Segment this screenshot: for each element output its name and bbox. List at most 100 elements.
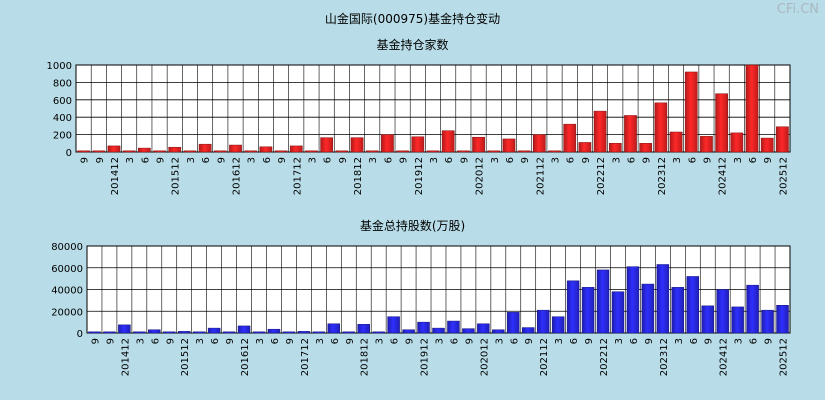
- bar: [138, 147, 151, 153]
- x-tick-label: 202012: [475, 157, 486, 195]
- x-tick-label: 3: [247, 157, 258, 163]
- x-tick-label: 3: [435, 338, 446, 344]
- watermark-logo: CFi.CN: [776, 2, 819, 17]
- x-tick-label: 202412: [718, 157, 729, 195]
- bar: [213, 150, 227, 153]
- bar: [168, 146, 182, 153]
- bar: [492, 329, 505, 334]
- bar: [381, 134, 394, 153]
- x-tick-label: 6: [330, 338, 341, 344]
- x-tick-label: 202012: [479, 338, 490, 376]
- bar: [417, 321, 430, 334]
- bar: [447, 320, 460, 334]
- bar: [335, 150, 349, 153]
- x-tick-label: 3: [674, 338, 685, 344]
- x-tick-label: 202112: [539, 338, 550, 376]
- x-tick-label: 3: [733, 157, 744, 163]
- x-tick-label: 202412: [719, 338, 730, 376]
- y-tick-label: 400: [53, 113, 72, 124]
- x-tick-label: 9: [642, 157, 653, 163]
- bar: [457, 150, 470, 153]
- bar: [163, 331, 176, 334]
- bar: [502, 138, 516, 153]
- x-tick-label: 201512: [171, 157, 182, 195]
- bar: [472, 136, 485, 153]
- bar: [411, 136, 425, 153]
- bar: [551, 316, 565, 334]
- x-tick-label: 3: [375, 338, 386, 344]
- bar: [267, 328, 281, 334]
- bar: [507, 312, 520, 334]
- bar: [103, 331, 116, 334]
- bar: [77, 150, 90, 153]
- x-tick-label: 6: [749, 338, 760, 344]
- x-tick-label: 9: [165, 338, 176, 344]
- bar: [686, 276, 700, 334]
- bar: [671, 287, 685, 334]
- bar: [517, 150, 531, 153]
- x-tick-label: 3: [315, 338, 326, 344]
- bar: [641, 283, 655, 334]
- bar: [198, 143, 212, 153]
- x-tick-label: 6: [210, 338, 221, 344]
- x-tick-label: 6: [509, 338, 520, 344]
- bar: [244, 150, 258, 153]
- x-tick-label: 9: [345, 338, 356, 344]
- x-tick-label: 6: [140, 157, 151, 163]
- x-tick-label: 201612: [232, 157, 243, 195]
- x-tick-label: 3: [614, 338, 625, 344]
- x-tick-label: 6: [626, 157, 637, 163]
- y-tick-label: 0: [77, 329, 83, 340]
- bar: [365, 150, 379, 153]
- x-tick-label: 9: [225, 338, 236, 344]
- bar: [477, 323, 490, 334]
- bar: [402, 329, 415, 334]
- y-tick-label: 800: [53, 78, 72, 89]
- bar: [252, 331, 266, 334]
- x-tick-label: 9: [644, 338, 655, 344]
- x-tick-label: 9: [704, 338, 715, 344]
- x-tick-label: 202512: [778, 157, 789, 195]
- bar: [122, 150, 136, 153]
- x-tick-label: 6: [566, 157, 577, 163]
- x-tick-label: 3: [672, 157, 683, 163]
- y-tick-label: 20000: [51, 307, 83, 318]
- bar: [715, 93, 728, 153]
- bar: [761, 309, 774, 334]
- x-tick-label: 9: [702, 157, 713, 163]
- x-tick-label: 3: [368, 157, 379, 163]
- bar: [639, 143, 653, 153]
- chart-title-holdings-count: 基金持仓家数: [376, 38, 449, 52]
- page-title: 山金国际(000975)基金持仓变动: [324, 12, 501, 26]
- bar: [387, 316, 400, 334]
- x-tick-label: 201612: [240, 338, 251, 376]
- x-tick-label: 6: [262, 157, 273, 163]
- bar: [578, 142, 592, 153]
- x-tick-label: 6: [270, 338, 281, 344]
- x-tick-label: 201912: [414, 157, 425, 195]
- bar: [700, 136, 713, 153]
- bar: [350, 137, 364, 153]
- bar: [153, 150, 166, 153]
- bar: [684, 71, 698, 153]
- y-tick-label: 200: [53, 131, 72, 142]
- x-tick-label: 3: [186, 157, 197, 163]
- x-tick-label: 9: [405, 338, 416, 344]
- x-tick-label: 201712: [292, 157, 303, 195]
- bar: [183, 150, 197, 153]
- x-tick-label: 3: [195, 338, 206, 344]
- x-tick-label: 9: [277, 157, 288, 163]
- bar: [716, 289, 729, 334]
- x-tick-label: 6: [629, 338, 640, 344]
- bar: [327, 323, 341, 334]
- bar: [92, 150, 106, 153]
- x-tick-label: 3: [135, 338, 146, 344]
- bar: [701, 305, 714, 334]
- x-tick-label: 201412: [110, 157, 121, 195]
- x-tick-label: 9: [80, 157, 91, 163]
- x-tick-label: 202312: [657, 157, 668, 195]
- bar: [776, 126, 789, 153]
- y-tick-label: 60000: [51, 264, 83, 275]
- x-tick-label: 6: [150, 338, 161, 344]
